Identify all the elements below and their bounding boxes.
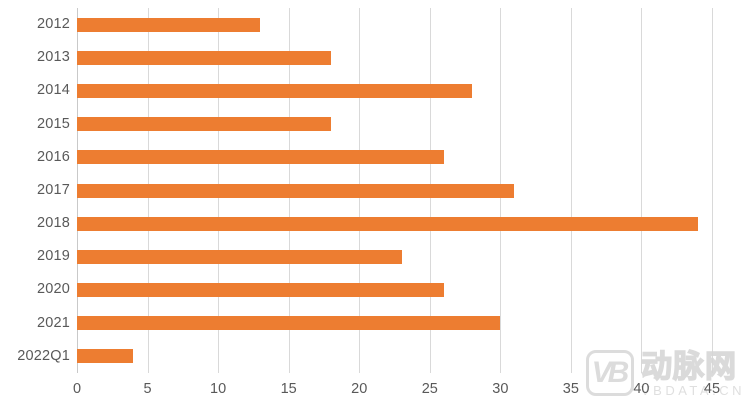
bar-2021 bbox=[77, 316, 501, 331]
watermark: VB 动脉网 VBDATA.CN bbox=[586, 349, 741, 398]
bar-2018 bbox=[77, 216, 698, 231]
bar-2022Q1 bbox=[77, 349, 134, 364]
y-tick-label-2014: 2014 bbox=[36, 82, 70, 99]
x-tick-label-5: 5 bbox=[143, 381, 152, 397]
y-tick-label-2021: 2021 bbox=[36, 314, 70, 331]
y-tick-label-2018: 2018 bbox=[36, 215, 70, 232]
gridline-x-35 bbox=[570, 8, 572, 373]
watermark-sub-text: VBDATA.CN bbox=[641, 383, 741, 398]
vbdata-logo-text: VB bbox=[591, 356, 630, 389]
x-tick-label-25: 25 bbox=[421, 381, 438, 397]
x-tick-label-15: 15 bbox=[280, 381, 297, 397]
watermark-brand-text: 动脉网 bbox=[640, 349, 737, 385]
bar-2016 bbox=[77, 150, 444, 165]
bar-2019 bbox=[77, 249, 402, 264]
vbdata-logo-icon: VB bbox=[586, 350, 634, 396]
bar-2015 bbox=[77, 117, 331, 132]
bar-2012 bbox=[77, 17, 261, 32]
y-tick-label-2022Q1: 2022Q1 bbox=[17, 347, 70, 364]
y-axis-labels: 2012 2013 2014 2015 2016 2017 2018 2019 2020 2021… bbox=[0, 8, 70, 373]
bar-2020 bbox=[77, 283, 444, 298]
bar-2014 bbox=[77, 83, 473, 98]
x-tick-label-30: 30 bbox=[492, 381, 509, 397]
x-axis-labels: 0 5 10 15 20 25 30 35 40 45 bbox=[73, 379, 720, 401]
gridline-x-45 bbox=[712, 8, 713, 373]
x-tick-label-20: 20 bbox=[351, 381, 368, 397]
watermark-text-block: 动脉网 VBDATA.CN bbox=[640, 349, 741, 398]
y-tick-label-2017: 2017 bbox=[36, 181, 70, 198]
y-tick-label-2015: 2015 bbox=[36, 115, 70, 132]
x-tick-label-10: 10 bbox=[210, 381, 227, 397]
gridline-x-40 bbox=[641, 8, 643, 373]
y-tick-label-2013: 2013 bbox=[36, 49, 70, 66]
x-tick-label-45: 45 bbox=[703, 381, 721, 397]
y-tick-label-2012: 2012 bbox=[36, 16, 70, 32]
bar-2017 bbox=[77, 183, 515, 198]
x-tick-label-35: 35 bbox=[562, 381, 579, 397]
plot-area bbox=[77, 8, 713, 373]
y-tick-label-2016: 2016 bbox=[36, 148, 70, 165]
x-tick-label-0: 0 bbox=[72, 381, 82, 397]
y-tick-label-2020: 2020 bbox=[36, 281, 70, 298]
y-tick-label-2019: 2019 bbox=[36, 248, 70, 265]
x-tick-label-40: 40 bbox=[633, 381, 650, 397]
bar-2013 bbox=[77, 50, 331, 65]
